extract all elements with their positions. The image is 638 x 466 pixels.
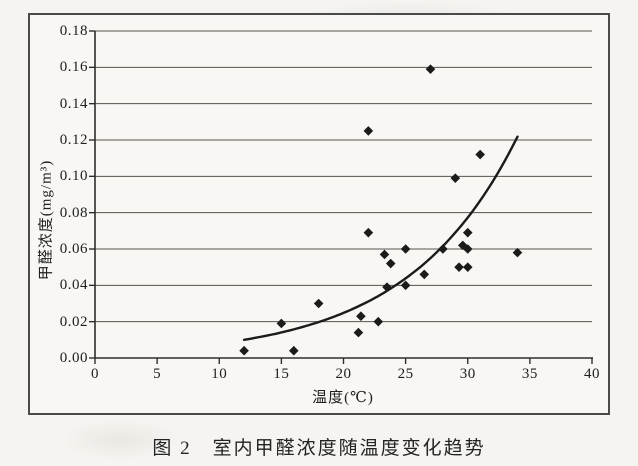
data-point-diamond <box>425 64 436 74</box>
data-point-diamond <box>373 316 384 327</box>
x-tick-label: 40 <box>584 366 600 382</box>
y-axis-title: 甲醛浓度(mg/m³) <box>38 159 55 281</box>
data-point-diamond <box>419 269 430 280</box>
x-tick-label: 35 <box>521 366 538 382</box>
y-tick-label: 0.18 <box>59 23 88 39</box>
figure-caption: 图 2 室内甲醛浓度随温度变化趋势 <box>152 438 486 459</box>
x-tick-label: 10 <box>211 366 228 382</box>
data-point-diamond <box>462 244 473 254</box>
data-point-diamond <box>454 262 464 272</box>
x-tick-label: 0 <box>91 366 99 382</box>
x-tick-label: 30 <box>459 366 476 382</box>
x-tick-label: 5 <box>153 366 162 382</box>
y-tick-label: 0.16 <box>59 59 88 76</box>
data-point-diamond <box>450 173 461 183</box>
data-point-diamond <box>363 227 374 238</box>
data-point-diamond <box>475 149 485 160</box>
y-tick-label: 0.12 <box>59 132 88 148</box>
data-point-diamond <box>313 298 324 309</box>
data-point-diamond <box>353 327 364 338</box>
data-point-diamond <box>385 258 396 269</box>
x-tick-label: 25 <box>397 366 414 382</box>
y-tick-label: 0.08 <box>59 204 88 221</box>
y-tick-label: 0.02 <box>59 313 88 330</box>
figure-frame <box>28 13 610 415</box>
data-point-diamond <box>400 244 411 254</box>
data-point-diamond <box>363 126 374 136</box>
data-point-diamond <box>382 282 392 292</box>
data-point-diamond <box>289 345 299 356</box>
x-tick-label: 15 <box>273 366 290 382</box>
data-point-diamond <box>276 318 287 329</box>
trend-line <box>242 135 519 341</box>
data-point-diamond <box>239 345 249 356</box>
y-tick-label: 0.04 <box>59 277 88 294</box>
data-point-diamond <box>462 227 473 238</box>
y-tick-label: 0.10 <box>59 168 88 185</box>
y-tick-label: 0.14 <box>59 95 88 112</box>
y-tick-label: 0.00 <box>59 350 88 366</box>
data-point-diamond <box>438 244 448 254</box>
x-tick-label: 20 <box>335 366 352 382</box>
data-point-diamond <box>512 247 523 258</box>
data-point-diamond <box>379 249 390 260</box>
x-axis-title: 温度(℃) <box>312 390 374 406</box>
y-tick-label: 0.06 <box>59 241 88 257</box>
data-point-diamond <box>400 280 411 291</box>
data-point-diamond <box>462 262 473 272</box>
data-point-diamond <box>356 311 366 322</box>
